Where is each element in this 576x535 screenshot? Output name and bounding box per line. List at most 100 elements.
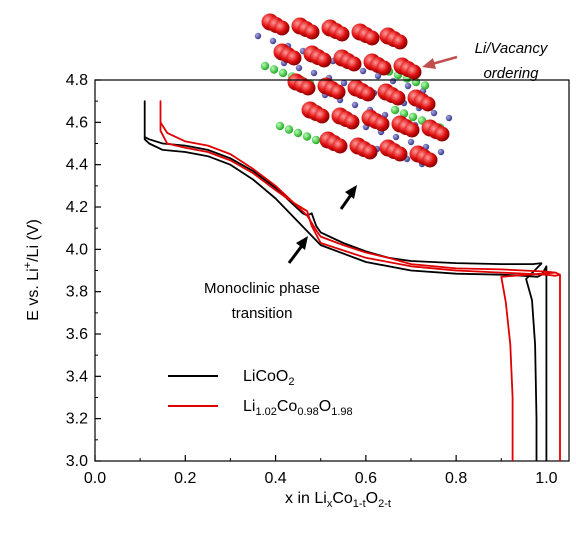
atom bbox=[314, 108, 330, 124]
x-label-base: x in Li bbox=[285, 490, 327, 507]
atom bbox=[434, 126, 450, 142]
atom bbox=[399, 109, 409, 118]
series-0-discharge-line bbox=[143, 100, 548, 461]
curves bbox=[143, 100, 561, 461]
x-axis-label: x in LixCo1-tO2-t bbox=[285, 490, 391, 510]
arrow-ordering bbox=[422, 55, 458, 69]
atom bbox=[274, 20, 290, 36]
atom bbox=[404, 82, 412, 90]
atom bbox=[293, 128, 303, 138]
atom bbox=[422, 152, 438, 168]
y-tick-label: 3.4 bbox=[66, 368, 88, 385]
x-label-sub3: 2-t bbox=[378, 498, 391, 510]
atom bbox=[351, 101, 359, 109]
crystal-structure-inset bbox=[254, 13, 453, 168]
atom bbox=[430, 109, 438, 117]
y-label-sup: + bbox=[22, 262, 34, 268]
atom bbox=[340, 79, 348, 87]
atom bbox=[392, 34, 408, 50]
atom bbox=[334, 26, 350, 42]
y-tick-label: 3.8 bbox=[66, 284, 88, 301]
atom bbox=[392, 133, 400, 141]
legend-label-licoo2: LiCoO2 bbox=[243, 368, 294, 388]
series-0-charge-line bbox=[144, 136, 542, 265]
annotation-phase-line1: Monoclinic phase bbox=[204, 280, 320, 297]
legend: LiCoO2 Li1.02Co0.98O1.98 bbox=[168, 368, 353, 418]
atom bbox=[362, 144, 378, 160]
atom bbox=[260, 61, 270, 71]
x-label-mid2: O bbox=[366, 490, 378, 507]
atom bbox=[300, 80, 316, 96]
series-0 bbox=[143, 100, 548, 461]
atom bbox=[390, 105, 400, 115]
atom bbox=[302, 132, 312, 141]
y-tick-label: 4.4 bbox=[66, 157, 88, 174]
atom bbox=[364, 30, 380, 46]
atom bbox=[407, 138, 415, 146]
y-tick-label: 3.2 bbox=[66, 411, 88, 428]
atom bbox=[346, 56, 362, 72]
atom bbox=[406, 64, 422, 80]
y-label-pre: E vs. Li bbox=[25, 268, 42, 320]
atom bbox=[286, 50, 302, 66]
atom bbox=[269, 65, 279, 74]
annotation-ordering-line1: Li/Vacancy bbox=[475, 40, 549, 57]
y-tick-label: 3.0 bbox=[66, 453, 88, 470]
atom bbox=[381, 111, 389, 119]
y-tick-label: 4.0 bbox=[66, 241, 88, 258]
x-tick-label: 0.0 bbox=[84, 470, 106, 487]
series-1 bbox=[159, 100, 561, 461]
atom bbox=[437, 148, 445, 156]
atom bbox=[304, 24, 320, 40]
atom bbox=[445, 114, 453, 122]
x-tick-label: 1.0 bbox=[535, 470, 557, 487]
series-1-charge-line bbox=[159, 121, 561, 276]
atom bbox=[374, 72, 382, 80]
annotation-ordering-line2: ordering bbox=[483, 65, 539, 82]
x-label-sub1: x bbox=[327, 498, 333, 510]
legend-label-li102: Li1.02Co0.98O1.98 bbox=[243, 398, 353, 418]
arrow-phase-transition bbox=[287, 236, 308, 264]
atom bbox=[420, 96, 436, 112]
atom bbox=[254, 32, 262, 40]
y-label-post: /Li (V) bbox=[25, 219, 42, 262]
atom bbox=[330, 84, 346, 100]
y-tick-label: 4.8 bbox=[66, 72, 88, 89]
atom bbox=[332, 138, 348, 154]
series-1-tail-line bbox=[500, 271, 556, 461]
atom bbox=[420, 81, 430, 90]
x-tick-label: 0.6 bbox=[355, 470, 377, 487]
annotation-phase-line2: transition bbox=[232, 305, 293, 322]
atom bbox=[284, 125, 294, 134]
atom bbox=[310, 69, 318, 77]
atom bbox=[269, 37, 277, 45]
x-label-sub2: 1-t bbox=[353, 498, 366, 510]
x-label-mid1: Co bbox=[332, 490, 353, 507]
axis-ticks: 0.0 0.2 0.4 0.6 0.8 1.0 3.0 3.2 3.4 3.6 3.8 4.0 4.2 4… bbox=[66, 72, 558, 487]
atom bbox=[360, 86, 376, 102]
x-tick-label: 0.2 bbox=[174, 470, 196, 487]
atom bbox=[389, 77, 397, 85]
y-tick-label: 4.2 bbox=[66, 199, 88, 216]
atom bbox=[359, 67, 367, 75]
x-tick-label: 0.4 bbox=[264, 470, 286, 487]
atom bbox=[404, 122, 420, 138]
atom bbox=[278, 68, 288, 78]
atom bbox=[374, 116, 390, 132]
arrow-to-inset bbox=[339, 185, 357, 210]
atom bbox=[311, 135, 321, 145]
atom bbox=[376, 60, 392, 76]
y-tick-label: 4.6 bbox=[66, 114, 88, 131]
atom bbox=[390, 90, 406, 106]
atom bbox=[392, 146, 408, 162]
atom bbox=[344, 114, 360, 130]
atom bbox=[295, 64, 303, 72]
series-0-tail-line bbox=[525, 262, 543, 461]
x-tick-label: 0.8 bbox=[445, 470, 467, 487]
atom bbox=[316, 52, 332, 68]
atom bbox=[408, 112, 418, 122]
atom bbox=[275, 121, 285, 131]
y-tick-label: 3.6 bbox=[66, 326, 88, 343]
y-axis-label: E vs. Li+/Li (V) bbox=[22, 219, 42, 321]
